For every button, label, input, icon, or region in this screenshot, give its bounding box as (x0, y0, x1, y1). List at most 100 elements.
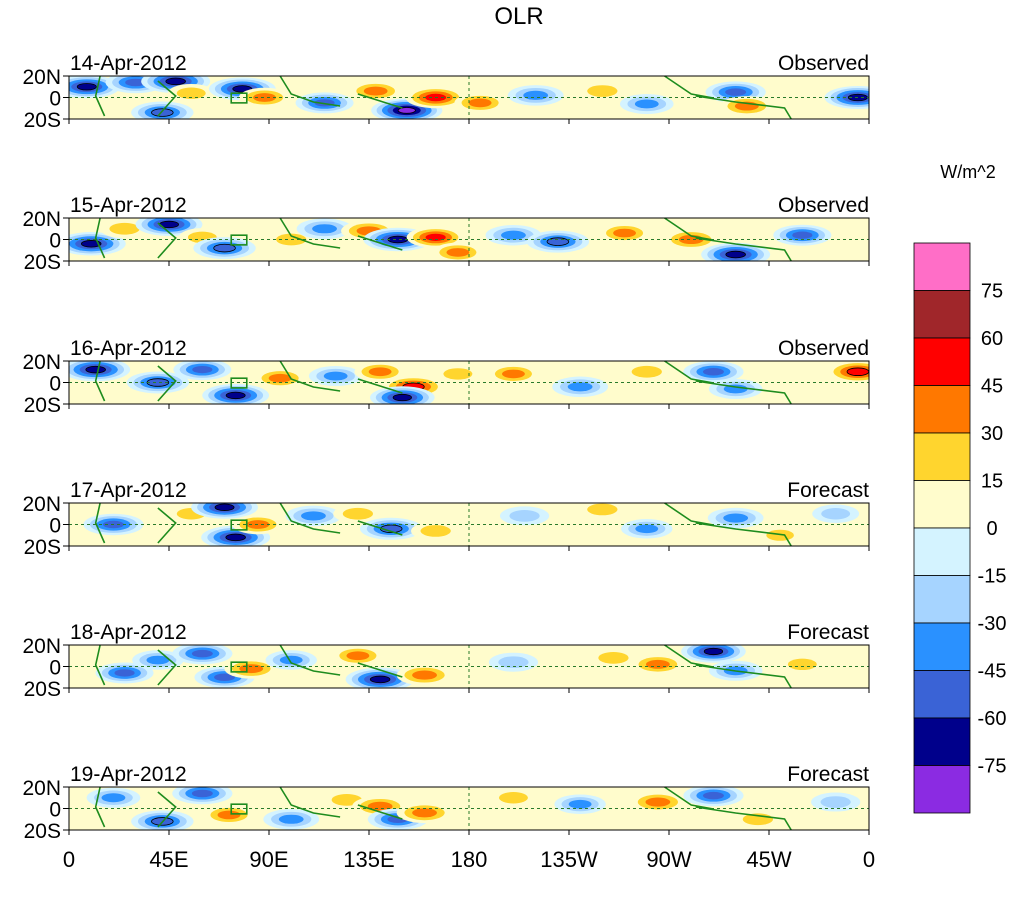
colorbar-tick-label: 75 (981, 281, 1003, 303)
colorbar-swatch (913, 765, 971, 814)
anomaly-blob (191, 649, 213, 658)
anomaly-field (95, 645, 826, 688)
panel-date: 14-Apr-2012 (70, 52, 187, 75)
anomaly-blob (420, 525, 451, 537)
anomaly-blob (253, 93, 276, 102)
coastline (695, 522, 792, 547)
x-tick-label: 90E (249, 847, 288, 872)
anomaly-blob (412, 808, 437, 818)
coastline (357, 520, 403, 536)
x-tick-label: 90W (646, 847, 691, 872)
y-tick-label: 20S (24, 678, 61, 701)
anomaly-blob (85, 365, 106, 374)
coastline (94, 217, 106, 259)
y-tick-label: 0 (49, 799, 61, 822)
y-tick-label: 20N (22, 777, 61, 800)
anomaly-blob (387, 235, 409, 244)
anomaly-blob (509, 510, 540, 522)
anomaly-blob (279, 655, 303, 665)
coastline (157, 649, 177, 686)
anomaly-blob (546, 237, 570, 246)
anomaly-blob (151, 108, 174, 117)
y-tick-label: 0 (49, 657, 61, 680)
anomaly-blob (301, 511, 326, 521)
coastline (279, 644, 341, 676)
region-box (230, 519, 248, 531)
x-axis: 0 45E 90E 135E 180 135W 90W 45W 0 (63, 847, 875, 872)
y-tick-label: 0 (49, 373, 61, 396)
y-tick-label: 0 (49, 88, 61, 111)
anomaly-blob (501, 230, 526, 240)
coastline (357, 235, 403, 251)
colorbar-swatch (913, 622, 971, 671)
coastline (695, 806, 792, 831)
anomaly-blob (225, 533, 246, 542)
coastline (664, 360, 714, 384)
region-box (230, 377, 248, 389)
colorbar-swatch (913, 385, 971, 434)
anomaly-blob (598, 652, 629, 664)
colorbar-tick-label: 0 (986, 518, 997, 540)
panel-date: 19-Apr-2012 (70, 763, 187, 786)
anomaly-blob (214, 503, 235, 511)
coastline (157, 791, 177, 828)
anomaly-blob (101, 793, 126, 803)
coastline (157, 222, 177, 259)
anomaly-blob (446, 248, 470, 257)
anomaly-blob (217, 810, 241, 820)
anomaly-blob (645, 797, 671, 807)
coastline (94, 786, 106, 828)
colorbar-swatch (913, 290, 971, 339)
anomaly-blob (346, 651, 370, 661)
coastline (664, 217, 714, 241)
panel-kind: Observed (778, 337, 869, 360)
anomaly-blob (631, 365, 662, 378)
anomaly-blob (165, 77, 186, 86)
anomaly-blob (125, 78, 147, 87)
anomaly-blob (213, 243, 236, 253)
anomaly-blob (613, 228, 636, 238)
y-tick-label: 20S (24, 536, 61, 559)
coastline (695, 664, 792, 689)
colorbar: W/m^2 75 60 45 30 15 0 -15 -30 -45 -60 -75 (913, 162, 1007, 814)
anomaly-blob (268, 373, 292, 383)
anomaly-blob (702, 791, 724, 800)
anomaly-blob (225, 391, 246, 400)
coastline (664, 75, 714, 99)
panel-kind: Forecast (787, 763, 869, 786)
anomaly-blob (723, 513, 749, 523)
colorbar-tick-label: -45 (978, 661, 1007, 683)
anomaly-blob (114, 669, 135, 677)
anomaly-blob (214, 673, 236, 681)
coastline (357, 662, 403, 678)
coastline (279, 75, 341, 107)
colorbar-tick-label: -30 (978, 613, 1007, 635)
y-tick-label: 0 (49, 230, 61, 253)
x-tick-label: 0 (63, 847, 75, 872)
panel-kind: Forecast (787, 621, 869, 644)
anomaly-blob (787, 658, 817, 671)
panel-kind: Observed (778, 194, 869, 217)
anomaly-blob (820, 796, 851, 808)
anomaly-blob (634, 99, 659, 109)
coastline (279, 360, 341, 392)
x-tick-label: 0 (863, 847, 875, 872)
anomaly-blob (397, 107, 416, 114)
anomaly-blob (278, 814, 304, 824)
colorbar-swatch (913, 717, 971, 766)
anomaly-blob (821, 508, 851, 520)
panel-date: 18-Apr-2012 (70, 621, 187, 644)
anomaly-blob (146, 655, 170, 665)
coastline (695, 237, 792, 262)
anomaly-blob (468, 98, 492, 108)
y-tick-label: 20S (24, 109, 61, 132)
colorbar-swatch (913, 670, 971, 719)
colorbar-swatch (913, 480, 971, 529)
coastline (94, 502, 106, 544)
anomaly-blob (846, 367, 869, 376)
